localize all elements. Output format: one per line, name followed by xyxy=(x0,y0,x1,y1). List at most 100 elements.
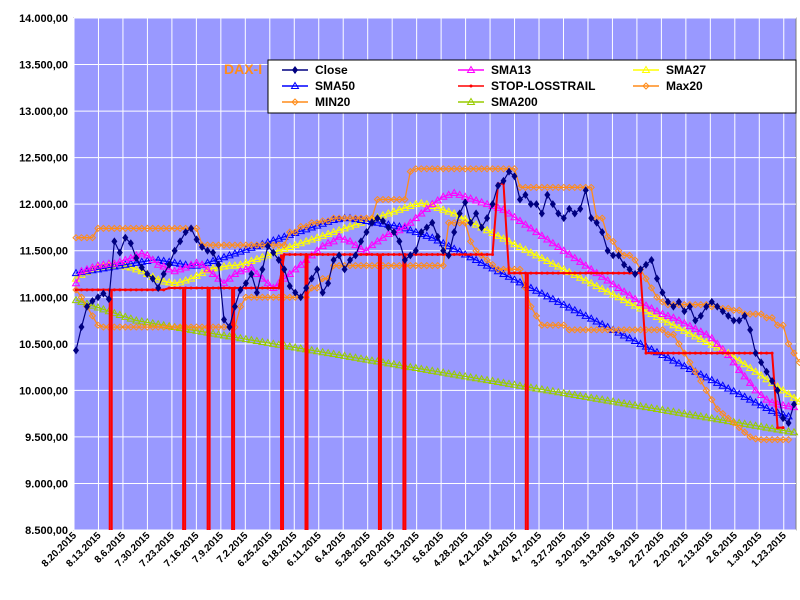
series-point xyxy=(400,203,410,211)
series-point xyxy=(153,260,163,268)
series-point xyxy=(140,288,144,292)
series-point xyxy=(335,261,343,270)
series-point xyxy=(748,351,752,355)
close-point xyxy=(199,243,206,252)
series-point xyxy=(416,198,426,207)
series-point xyxy=(564,303,574,311)
series-point xyxy=(466,252,475,261)
series-point xyxy=(230,249,240,257)
series-point xyxy=(581,261,591,269)
series-point xyxy=(332,252,336,256)
series-point xyxy=(549,321,557,329)
series-point xyxy=(120,255,130,264)
series-point xyxy=(483,256,491,264)
close-point xyxy=(275,256,282,265)
close-point xyxy=(177,237,184,246)
series-point xyxy=(74,288,78,292)
series-point xyxy=(521,220,530,228)
series-point xyxy=(660,351,664,355)
series-point xyxy=(532,227,541,236)
series-point xyxy=(297,222,305,231)
series-point xyxy=(242,241,250,249)
series-point xyxy=(730,306,738,315)
close-point xyxy=(440,246,447,255)
legend-label: SMA13 xyxy=(491,63,531,77)
series-point xyxy=(233,286,237,290)
close-point xyxy=(774,386,781,395)
y-tick-label: 13.000,00 xyxy=(19,106,68,118)
series-point xyxy=(444,207,454,215)
series-point xyxy=(666,351,670,355)
series-point xyxy=(543,321,552,329)
series-point xyxy=(405,201,415,210)
close-point xyxy=(637,265,644,274)
series-point xyxy=(236,333,245,342)
series-point xyxy=(285,342,295,350)
series-point xyxy=(691,301,700,309)
series-point xyxy=(680,409,689,417)
series-point xyxy=(209,323,217,331)
series-point xyxy=(671,351,675,355)
series-point xyxy=(658,298,667,306)
series-point xyxy=(149,224,157,233)
close-point xyxy=(325,279,332,288)
series-point xyxy=(688,351,692,355)
series-point xyxy=(181,276,190,284)
series-point xyxy=(529,271,533,275)
series-point xyxy=(685,410,695,418)
series-point xyxy=(592,316,602,325)
close-point xyxy=(155,283,162,292)
close-point xyxy=(193,235,200,244)
close-point xyxy=(94,293,101,302)
series-point xyxy=(625,290,634,299)
series-point xyxy=(471,220,481,228)
series-point xyxy=(518,271,522,275)
series-point xyxy=(434,165,442,173)
series-point xyxy=(142,256,152,264)
series-point xyxy=(313,219,321,227)
series-point xyxy=(614,326,623,334)
series-point xyxy=(253,241,261,249)
series-point xyxy=(658,405,667,413)
series-point xyxy=(565,326,573,334)
close-point xyxy=(643,260,650,269)
series-point xyxy=(603,233,612,241)
close-point xyxy=(133,254,140,263)
close-point xyxy=(549,200,556,209)
series-point xyxy=(523,271,527,275)
series-point xyxy=(586,314,596,322)
series-point xyxy=(345,222,355,230)
close-point xyxy=(615,251,622,260)
series-point xyxy=(625,326,634,334)
close-point xyxy=(138,263,145,272)
series-point xyxy=(159,224,168,233)
close-point xyxy=(473,209,480,218)
series-point xyxy=(214,323,223,331)
series-point xyxy=(115,261,125,269)
series-point xyxy=(145,288,149,292)
series-point xyxy=(488,376,497,385)
series-point xyxy=(178,286,182,290)
close-point xyxy=(626,265,633,274)
series-point xyxy=(279,232,289,240)
series-point xyxy=(663,317,673,326)
series-point xyxy=(784,389,793,398)
series-point xyxy=(701,412,711,421)
series-point xyxy=(236,241,245,249)
series-point xyxy=(745,363,755,372)
series-point xyxy=(302,222,310,231)
series-point xyxy=(351,353,360,361)
series-point xyxy=(669,356,678,364)
series-point xyxy=(301,224,311,233)
series-point xyxy=(148,255,158,264)
close-point xyxy=(495,181,502,190)
series-point xyxy=(427,366,437,374)
series-point xyxy=(581,392,591,400)
series-point xyxy=(510,275,519,283)
close-point xyxy=(144,270,151,278)
close-point xyxy=(725,311,732,320)
series-point xyxy=(562,271,566,275)
series-point xyxy=(685,364,695,372)
series-point xyxy=(598,214,606,222)
